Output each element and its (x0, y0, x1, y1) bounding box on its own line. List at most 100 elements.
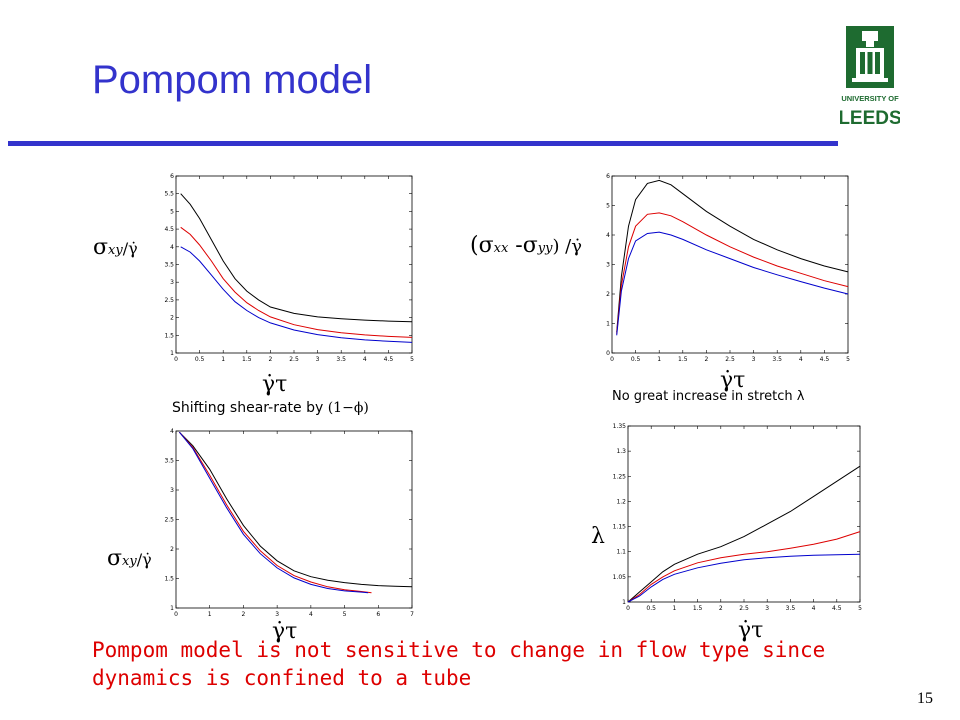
y-tick-label: 3 (170, 487, 174, 494)
series-line (180, 226, 413, 338)
x-tick-label: 0 (174, 611, 178, 618)
slide-title: Pompom model (92, 58, 373, 102)
x-tick-label: 2 (268, 356, 272, 363)
x-tick-label: 0.5 (631, 356, 641, 363)
x-tick-label: 3 (752, 356, 756, 363)
y-tick-label: 1.1 (616, 549, 626, 556)
y-tick-label: 6 (170, 173, 174, 180)
y-tick-label: 2 (606, 291, 610, 298)
label-lambda: λ (591, 524, 605, 549)
per-gamma-dot: /γ̇ (136, 550, 152, 569)
x-tick-label: 1 (657, 356, 661, 363)
lambda-symbol: λ (591, 524, 605, 549)
plot-frame (175, 175, 413, 354)
sigma-subscript: xy (108, 243, 123, 258)
series-line (627, 465, 861, 603)
y-tick-label: 4 (606, 232, 610, 239)
plot-frame (611, 175, 849, 354)
x-tick-label: 3.5 (786, 605, 796, 612)
y-tick-label: 6 (606, 173, 610, 180)
y-tick-label: 1.3 (616, 448, 626, 455)
y-tick-label: 1.25 (613, 473, 627, 480)
y-tick-label: 3 (606, 262, 610, 269)
label-sigma-xy-bottom: σxy/γ̇ (107, 546, 152, 571)
x-tick-label: 2.5 (289, 356, 299, 363)
x-tick-label: 0 (610, 356, 614, 363)
series-line (180, 246, 413, 343)
label-normal-stress: (σxx -σyy) /γ̇ (470, 233, 582, 258)
title-underline (8, 141, 838, 146)
x-tick-label: 4 (309, 611, 313, 618)
y-tick-label: 1.5 (164, 576, 174, 583)
caption-shift: Shifting shear-rate by (1−ϕ) (172, 400, 369, 416)
y-tick-label: 4 (170, 244, 174, 251)
x-tick-label: 3 (765, 605, 769, 612)
x-tick-label: 2.5 (739, 605, 749, 612)
y-tick-label: 1.15 (613, 524, 627, 531)
series-line (179, 431, 413, 588)
x-tick-label: 1 (208, 611, 212, 618)
normal-open: (σ (470, 233, 494, 258)
x-tick-label: 0.5 (646, 605, 656, 612)
series-line (616, 212, 849, 334)
y-tick-label: 1 (622, 599, 626, 606)
x-tick-label: 2.5 (725, 356, 735, 363)
y-tick-label: 1.35 (613, 423, 627, 430)
normal-xx: xx (493, 241, 509, 256)
x-tick-label: 5 (858, 605, 862, 612)
x-tick-label: 5 (410, 356, 414, 363)
normal-yy: yy (537, 241, 553, 256)
x-tick-label: 4.5 (832, 605, 842, 612)
y-tick-label: 3.5 (164, 262, 174, 269)
caption-stretch: No great increase in stretch λ (612, 389, 805, 404)
xlabel-bottom-right: γ̇τ (738, 618, 764, 643)
normal-minus: -σ (508, 233, 538, 258)
y-tick-label: 5.5 (164, 191, 174, 198)
x-tick-label: 4.5 (384, 356, 394, 363)
x-tick-label: 7 (410, 611, 414, 618)
x-tick-label: 2 (242, 611, 246, 618)
series-line (179, 431, 369, 594)
x-tick-label: 0 (626, 605, 630, 612)
y-tick-label: 2.5 (164, 517, 174, 524)
logo-text-top: UNIVERSITY OF (841, 94, 899, 103)
sigma-symbol: σ (93, 235, 109, 260)
caption-shift-text: Shifting shear-rate by (172, 400, 324, 416)
chart-shear-stress: 0 0.5 1 1.5 2 2.5 3 3.5 4 4.5 5 1 1.5 2 2.5 3 3.5 4 4.5 5 5.… (164, 173, 414, 363)
y-tick-label: 1.5 (164, 332, 174, 339)
x-tick-label: 5 (343, 611, 347, 618)
series-line (180, 193, 413, 323)
y-tick-label: 2.5 (164, 297, 174, 304)
y-tick-label: 1 (170, 605, 174, 612)
per-gamma-dot: /γ̇ (122, 239, 138, 258)
y-tick-label: 2 (170, 315, 174, 322)
y-tick-label: 0 (606, 350, 610, 357)
chart-normal-stress: 0 0.5 1 1.5 2 2.5 3 3.5 4 4.5 5 0 1 2 3 4 5 6 (606, 173, 850, 363)
x-tick-label: 4 (799, 356, 803, 363)
x-tick-label: 0 (174, 356, 178, 363)
xlabel-top-left: γ̇τ (262, 372, 288, 397)
chart-shifted-shear-stress: 0 1 2 3 4 5 6 711.522.533.54 (164, 428, 414, 618)
series-line (616, 231, 849, 336)
x-tick-label: 2 (704, 356, 708, 363)
series-line (616, 179, 849, 333)
xlabel-top-right: γ̇τ (720, 368, 746, 393)
y-tick-label: 1 (606, 321, 610, 328)
x-tick-label: 6 (376, 611, 380, 618)
x-tick-label: 2 (719, 605, 723, 612)
caption-shift-math: (1−ϕ) (327, 400, 369, 416)
x-tick-label: 1 (221, 356, 225, 363)
x-tick-label: 1.5 (678, 356, 688, 363)
y-tick-label: 1.05 (613, 574, 627, 581)
plot-frame (627, 425, 861, 603)
sigma-symbol: σ (107, 546, 123, 571)
y-tick-label: 3 (170, 279, 174, 286)
logo-text-bottom: LEEDS (840, 108, 900, 129)
x-tick-label: 3.5 (336, 356, 346, 363)
x-tick-label: 3 (275, 611, 279, 618)
x-tick-label: 1.5 (693, 605, 703, 612)
series-line (627, 553, 861, 603)
x-tick-label: 3.5 (772, 356, 782, 363)
page-number: 15 (917, 690, 933, 707)
series-line (627, 531, 861, 603)
